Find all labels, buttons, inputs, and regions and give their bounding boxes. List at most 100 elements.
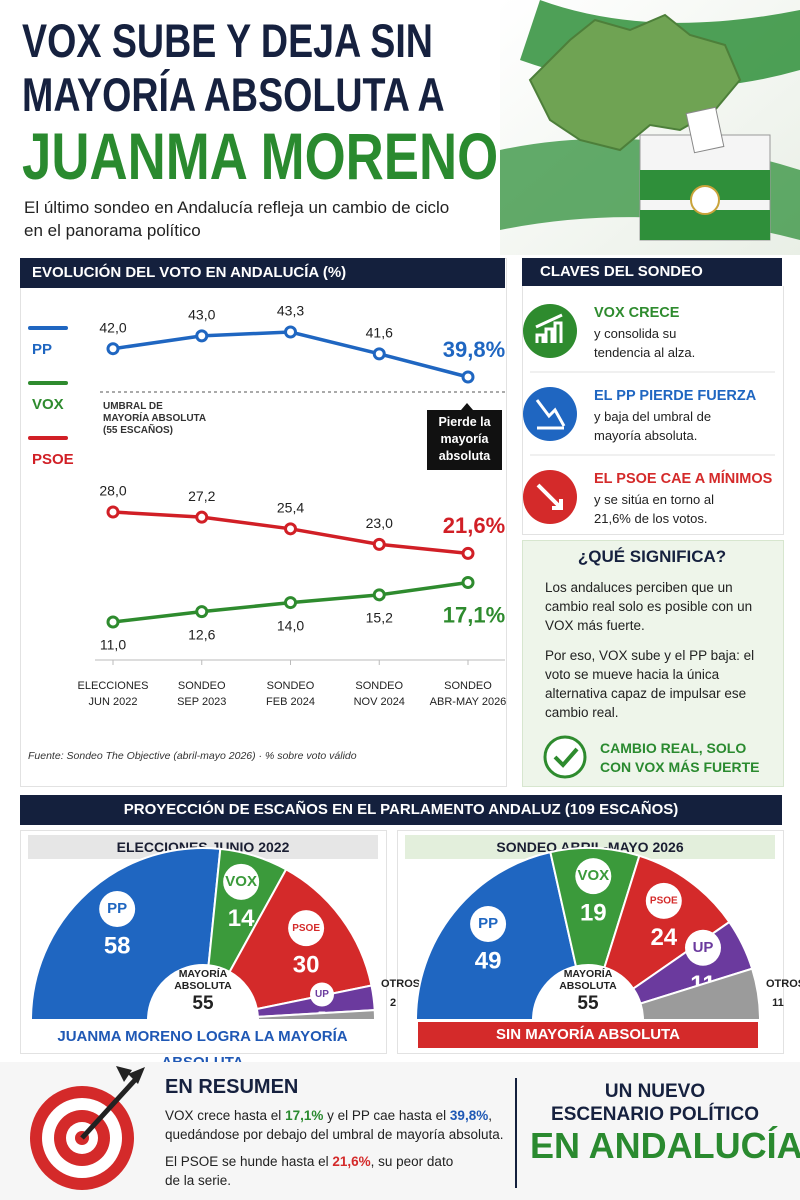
legend-label: PSOE: [32, 451, 74, 468]
value-label: 43,3: [277, 303, 304, 319]
end-value-label: 17,1%: [443, 602, 505, 627]
check-glyph: [553, 747, 579, 768]
claves-title: CLAVES DEL SONDEO: [522, 258, 782, 286]
seats-title: PROYECCIÓN DE ESCAÑOS EN EL PARLAMENTO A…: [20, 795, 782, 825]
clave-title: EL PSOE CAE A MÍNIMOS: [594, 471, 773, 487]
callout-box: [427, 403, 502, 470]
party-badge: [223, 863, 260, 900]
party-label: PSOE: [650, 896, 678, 907]
data-point: [461, 370, 475, 384]
value-label: 43,0: [188, 307, 215, 323]
seat-label: 30: [293, 952, 320, 979]
closing-text: UN NUEVO ESCENARIO POLÍTICO: [551, 1081, 759, 1125]
majority-label: MAYORÍA ABSOLUTA: [559, 968, 617, 992]
party-badge: [99, 891, 136, 928]
text: VOX crece hasta el: [165, 1108, 286, 1123]
data-point: [372, 537, 386, 551]
significa-text: Los andaluces perciben que un cambio rea…: [545, 580, 753, 633]
check-icon: [543, 735, 587, 779]
end-value-label: 39,8%: [443, 337, 505, 362]
party-label: OTROS: [381, 978, 420, 990]
seats-panel: [20, 830, 387, 1054]
data-point: [106, 342, 120, 356]
majority-value: 55: [192, 993, 214, 1014]
header-art: [500, 0, 800, 255]
summary-title: EN RESUMEN: [165, 1076, 299, 1098]
seat-label: 11: [772, 997, 784, 1009]
target-icon: [30, 1066, 145, 1190]
clave-text: y consolida su tendencia al alza.: [594, 326, 696, 360]
claves-panel: [522, 286, 784, 535]
x-tick-label: SONDEO FEB 2024: [266, 680, 315, 708]
party-label: UP: [693, 939, 714, 956]
value-label: 42,0: [99, 319, 126, 335]
clave-text: y se sitúa en torno al 21,6% de los voto…: [594, 492, 714, 526]
value-label: 25,4: [277, 500, 304, 516]
text: El PSOE se hunde hasta el: [165, 1154, 333, 1169]
data-point: [461, 546, 475, 560]
data-point: [195, 329, 209, 343]
summary-text: El PSOE se hunde hasta el 21,6%, su peor…: [165, 1152, 505, 1190]
party-badge: [684, 929, 721, 966]
party-label: UP: [315, 989, 329, 1000]
significa-conclusion: CAMBIO REAL, SOLO CON VOX MÁS FUERTE: [600, 740, 760, 775]
seat-segment: [29, 847, 222, 1021]
significa-title: ¿QUÉ SIGNIFICA?: [577, 547, 727, 566]
party-label: VOX: [225, 873, 257, 890]
summary-text: VOX crece hasta el 17,1% y el PP cae has…: [165, 1106, 505, 1144]
data-point: [106, 615, 120, 629]
series-line: [112, 330, 469, 379]
threshold-label: UMBRAL DE MAYORÍA ABSOLUTA (55 ESCAÑOS): [103, 401, 207, 436]
title-highlight: JUANMA MORENO: [22, 119, 499, 193]
highlight: 21,6%: [332, 1154, 371, 1169]
text: , su peor dato de la serie.: [165, 1154, 454, 1188]
highlight: 17,1%: [285, 1108, 324, 1123]
value-label: 27,2: [188, 488, 215, 504]
callout: Pierde la mayoría absoluta: [438, 415, 491, 463]
value-label: 15,2: [366, 610, 393, 626]
value-label: 11,0: [100, 637, 126, 653]
icon-glyph: [536, 483, 563, 510]
party-badge: [645, 882, 682, 919]
seat-segment: [639, 967, 762, 1021]
seat-label: 49: [475, 947, 502, 974]
seat-segment: [603, 854, 731, 991]
data-point: [461, 576, 475, 590]
data-point: [372, 347, 386, 361]
significa-text: Por eso, VOX sube y el PP baja: el voto …: [545, 648, 755, 720]
data-point: [284, 596, 297, 610]
value-label: 14,0: [277, 617, 304, 633]
seat-segment: [256, 1009, 377, 1021]
seat-label: 58: [104, 932, 131, 959]
seat-label: 2: [390, 997, 396, 1009]
x-tick-label: ELECCIONES JUN 2022: [77, 680, 149, 708]
icon-glyph: [535, 399, 566, 430]
seat-label: 14: [228, 905, 255, 932]
seat-label: 19: [580, 899, 607, 926]
title: VOX SUBE Y DEJA SIN: [22, 14, 433, 67]
party-badge: [470, 905, 507, 942]
source: Fuente: Sondeo The Objective (abril-mayo…: [28, 750, 357, 762]
title: MAYORÍA ABSOLUTA A: [22, 68, 445, 121]
value-label: 28,0: [99, 483, 126, 499]
party-badge: [575, 858, 612, 895]
majority-value: 55: [577, 993, 599, 1014]
party-label: OTROS: [766, 978, 800, 990]
clave-text: y baja del umbral de mayoría absoluta.: [594, 409, 712, 443]
subtitle: El último sondeo en Andalucía refleja un…: [24, 198, 450, 240]
closing-highlight: EN ANDALUCÍA: [530, 1125, 800, 1166]
party-label: PP: [478, 915, 498, 932]
icon: [523, 304, 577, 358]
party-label: PP: [107, 900, 127, 917]
icon-glyph: [535, 313, 563, 343]
majority-label: MAYORÍA ABSOLUTA: [174, 968, 232, 992]
highlight: 39,8%: [449, 1108, 489, 1123]
value-label: 12,6: [188, 626, 215, 642]
chart-title: EVOLUCIÓN DEL VOTO EN ANDALUCÍA (%): [20, 258, 505, 288]
clave-title: VOX CRECE: [594, 305, 680, 321]
seat-label: 24: [650, 924, 677, 951]
party-label: PSOE: [292, 923, 320, 934]
x-tick-label: SONDEO ABR-MAY 2026: [429, 680, 507, 708]
